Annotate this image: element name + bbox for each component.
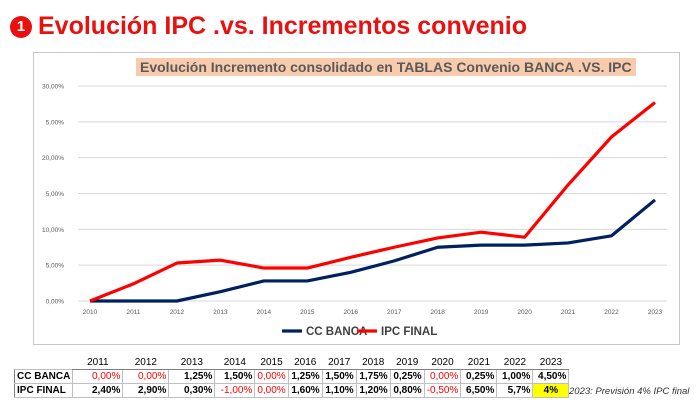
legend-label: CC BANCA xyxy=(306,326,367,338)
table-cell: 2,90% xyxy=(122,383,170,398)
x-tick-label: 2020 xyxy=(517,309,532,316)
table-cell: 0,25% xyxy=(460,369,498,384)
year-header: 2019 xyxy=(390,356,425,370)
y-tick-label: 5,00% xyxy=(46,263,65,270)
year-header: 2014 xyxy=(214,356,255,370)
table-row: CC BANCA 0,00% 0,00% 1,25% 1,50% 0,00% 1,25% 1,… xyxy=(13,369,570,384)
x-tick-label: 2021 xyxy=(561,309,576,316)
table-cell: 1,50% xyxy=(321,369,357,384)
year-header: 2012 xyxy=(122,356,169,370)
table-cell: 0,00% xyxy=(254,369,289,384)
table-cell: 0,25% xyxy=(389,369,425,384)
year-header: 2021 xyxy=(460,356,497,370)
table-cell: 5,7% xyxy=(496,383,534,398)
table-cell: 0,00% xyxy=(254,383,289,398)
table-corner xyxy=(15,356,73,370)
table-cell: 0,00% xyxy=(72,369,124,384)
table-cell: 0,80% xyxy=(389,383,425,398)
table-cell: -0,50% xyxy=(423,383,462,398)
table-cell: 1,25% xyxy=(287,369,323,384)
table-cell: 1,75% xyxy=(355,369,391,384)
table-cell: 1,25% xyxy=(168,369,216,384)
page-title: 1 Evolución IPC .vs. Incrementos convenio xyxy=(10,12,527,41)
table-row: IPC FINAL 2,40% 2,90% 0,30% -1,00% 0,00% 1,60%… xyxy=(13,383,570,398)
page-title-text: Evolución IPC .vs. Incrementos convenio xyxy=(38,12,528,40)
chart-container xyxy=(33,52,680,345)
y-tick-label: 5,00% xyxy=(46,119,65,126)
x-tick-label: 2012 xyxy=(170,309,185,316)
x-tick-label: 2022 xyxy=(604,309,619,316)
x-tick-label: 2015 xyxy=(300,309,315,316)
year-header: 2016 xyxy=(288,356,323,370)
x-tick-label: 2019 xyxy=(474,309,489,316)
x-tick-label: 2018 xyxy=(430,309,445,316)
data-table: 2011 2012 2013 2014 2015 2016 2017 2018 2019 2020… xyxy=(13,356,570,398)
series-line-cc-banca xyxy=(90,198,657,303)
table-header-row: 2011 2012 2013 2014 2015 2016 2017 2018 2019 2020… xyxy=(15,356,569,370)
table-cell: 1,00% xyxy=(496,369,534,384)
year-header: 2013 xyxy=(168,356,215,370)
y-tick-label: 5,00% xyxy=(46,191,65,198)
row-label: CC BANCA xyxy=(13,369,74,384)
table-cell: 4,50% xyxy=(532,369,570,384)
table-cell: 4% xyxy=(532,383,570,398)
table-cell: 1,10% xyxy=(321,383,357,398)
legend-label: IPC FINAL xyxy=(381,326,437,338)
x-tick-label: 2010 xyxy=(83,309,98,316)
y-tick-label: 10,00% xyxy=(42,227,64,234)
table-cell: 0,30% xyxy=(168,383,216,398)
year-header: 2020 xyxy=(424,356,461,370)
y-tick-label: 20,00% xyxy=(42,155,64,162)
table-cell: -1,00% xyxy=(214,383,256,398)
table-cell: 1,50% xyxy=(214,369,256,384)
series-line-ipc-final xyxy=(89,101,656,303)
chart-title: Evolución Incremento consolidado en TABL… xyxy=(136,58,636,76)
year-header: 2023 xyxy=(532,356,569,370)
table-cell: 1,60% xyxy=(287,383,323,398)
row-label: IPC FINAL xyxy=(13,383,74,398)
table-cell: 2,40% xyxy=(72,383,124,398)
line-chart: 0,00% 5,00% 10,00% 5,00% 20,00% 5,00% 30,00% 20… xyxy=(42,84,667,338)
table-cell: 0,00% xyxy=(423,369,462,384)
x-tick-label: 2017 xyxy=(387,309,402,316)
year-header: 2011 xyxy=(72,356,123,370)
table-cell: 0,00% xyxy=(122,369,170,384)
forecast-note: 2023: Previsión 4% IPC final xyxy=(569,386,690,397)
table-cell: 1,20% xyxy=(355,383,391,398)
y-tick-label: 0,00% xyxy=(46,299,65,306)
year-header: 2022 xyxy=(496,356,533,370)
year-header: 2017 xyxy=(322,356,357,370)
x-tick-label: 2023 xyxy=(648,309,663,316)
y-tick-label: 30,00% xyxy=(42,84,64,91)
x-tick-label: 2011 xyxy=(126,309,140,316)
x-tick-label: 2014 xyxy=(257,309,272,316)
bullet-number-icon: 1 xyxy=(10,16,32,38)
year-header: 2018 xyxy=(356,356,391,370)
x-tick-label: 2013 xyxy=(213,309,228,316)
x-tick-label: 2016 xyxy=(344,309,359,316)
year-header: 2015 xyxy=(254,356,289,370)
table-cell: 6,50% xyxy=(460,383,498,398)
